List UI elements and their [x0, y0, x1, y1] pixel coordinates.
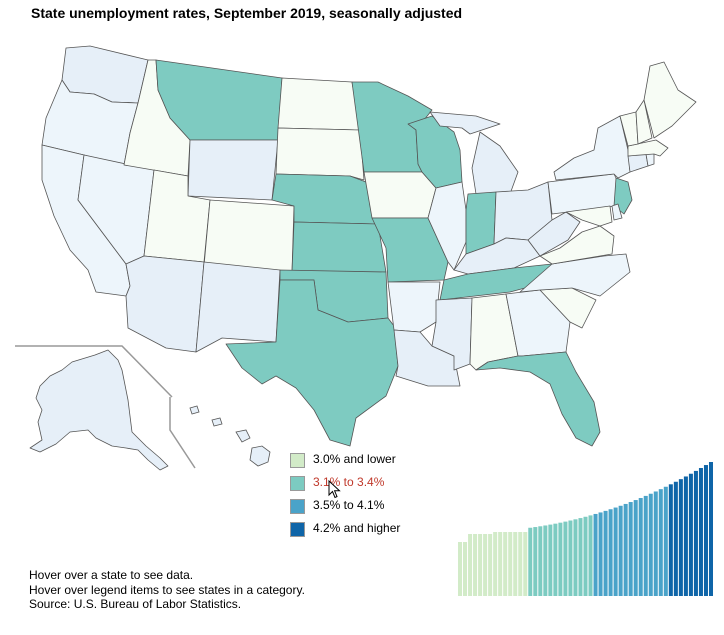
distribution-bar — [568, 520, 573, 596]
footer-legend-hint: Hover over legend items to see states in… — [29, 582, 305, 597]
state-west-virginia[interactable] — [527, 211, 581, 257]
state-arkansas[interactable] — [387, 281, 441, 333]
state-virginia[interactable] — [539, 225, 615, 265]
distribution-bar — [493, 532, 498, 596]
distribution-bar — [648, 493, 653, 596]
hawaii-island-big[interactable] — [249, 445, 271, 467]
state-iowa[interactable] — [363, 171, 437, 219]
hawaii-frame — [169, 397, 196, 469]
state-kansas[interactable] — [291, 221, 387, 273]
distribution-bar — [683, 476, 688, 596]
legend-label-top: 4.2% and higher — [313, 521, 401, 535]
state-connecticut[interactable] — [627, 153, 649, 173]
state-florida[interactable] — [475, 351, 601, 447]
distribution-bar — [558, 522, 563, 596]
distribution-bar — [538, 526, 543, 596]
distribution-bar — [498, 532, 503, 596]
distribution-bar — [633, 500, 638, 596]
rate-distribution-bar-chart — [458, 462, 713, 596]
distribution-bar — [628, 502, 633, 596]
distribution-bar — [548, 524, 553, 596]
distribution-bar — [708, 462, 713, 596]
state-alaska[interactable] — [29, 349, 169, 471]
distribution-bar — [668, 484, 673, 596]
distribution-bar — [618, 505, 623, 596]
state-louisiana[interactable] — [393, 329, 461, 387]
distribution-bar — [478, 534, 483, 596]
hawaii-island-maui[interactable] — [235, 429, 251, 443]
state-new-york[interactable] — [553, 115, 631, 181]
distribution-bar — [473, 534, 478, 596]
distribution-bar — [588, 515, 593, 596]
distribution-bar — [468, 534, 473, 596]
distribution-bar — [663, 486, 668, 596]
inset-frames — [15, 345, 196, 469]
alaska-frame — [15, 345, 173, 398]
state-maine[interactable] — [643, 61, 697, 139]
distribution-bar — [613, 507, 618, 596]
legend-swatch-low — [290, 453, 305, 468]
distribution-bar — [553, 523, 558, 596]
state-colorado[interactable] — [203, 199, 295, 273]
hawaii-island-kauai[interactable] — [189, 405, 200, 415]
legend-label-high: 3.5% to 4.1% — [313, 498, 385, 512]
distribution-bar — [518, 532, 523, 596]
distribution-bar — [698, 468, 703, 596]
footer-notes: Hover over a state to see data. Hover ov… — [29, 568, 305, 612]
distribution-bar — [583, 516, 588, 596]
distribution-bar — [703, 465, 708, 596]
distribution-bar — [678, 479, 683, 596]
distribution-bar — [463, 542, 468, 596]
state-delaware[interactable] — [611, 203, 623, 221]
legend-label-mid: 3.1% to 3.4% — [313, 475, 385, 489]
distribution-bar — [638, 498, 643, 596]
hawaii-island-oahu[interactable] — [211, 417, 223, 427]
footer-source: Source: U.S. Bureau of Labor Statistics. — [29, 597, 242, 611]
legend-swatch-top — [290, 522, 305, 537]
distribution-bar — [688, 473, 693, 596]
state-north-dakota[interactable] — [277, 77, 361, 131]
legend-swatch-mid — [290, 476, 305, 491]
distribution-bar — [483, 534, 488, 596]
distribution-bar — [623, 503, 628, 596]
distribution-bar — [653, 491, 658, 596]
distribution-bar — [658, 489, 663, 596]
distribution-bar — [603, 510, 608, 596]
state-new-hampshire[interactable] — [635, 99, 653, 145]
distribution-bar — [513, 532, 518, 596]
distribution-bar — [488, 534, 493, 596]
distribution-bar — [578, 518, 583, 596]
state-arizona[interactable] — [125, 255, 205, 353]
state-new-mexico[interactable] — [195, 261, 281, 353]
distribution-bar — [673, 481, 678, 596]
distribution-bar — [573, 519, 578, 596]
distribution-bar — [593, 513, 598, 596]
map-title: State unemployment rates, September 2019… — [31, 5, 463, 21]
footer-hover-hint: Hover over a state to see data. — [29, 568, 194, 582]
distribution-bar — [543, 525, 548, 596]
legend-label-low: 3.0% and lower — [313, 452, 396, 466]
distribution-bar — [503, 532, 508, 596]
distribution-bar — [693, 470, 698, 596]
distribution-bar — [598, 512, 603, 596]
distribution-bar — [533, 527, 538, 596]
distribution-bar — [458, 542, 463, 596]
state-texas[interactable] — [225, 279, 399, 447]
state-south-dakota[interactable] — [275, 127, 365, 181]
state-wyoming[interactable] — [187, 139, 279, 201]
mouse-cursor-icon — [328, 480, 341, 499]
distribution-bar — [608, 509, 613, 596]
distribution-bar — [643, 495, 648, 596]
state-hawaii[interactable] — [189, 405, 271, 467]
distribution-bar — [508, 532, 513, 596]
state-maryland[interactable] — [565, 205, 613, 227]
distribution-bar — [563, 521, 568, 596]
legend-swatch-high — [290, 499, 305, 514]
distribution-bar — [523, 532, 528, 596]
distribution-bar — [528, 527, 533, 596]
